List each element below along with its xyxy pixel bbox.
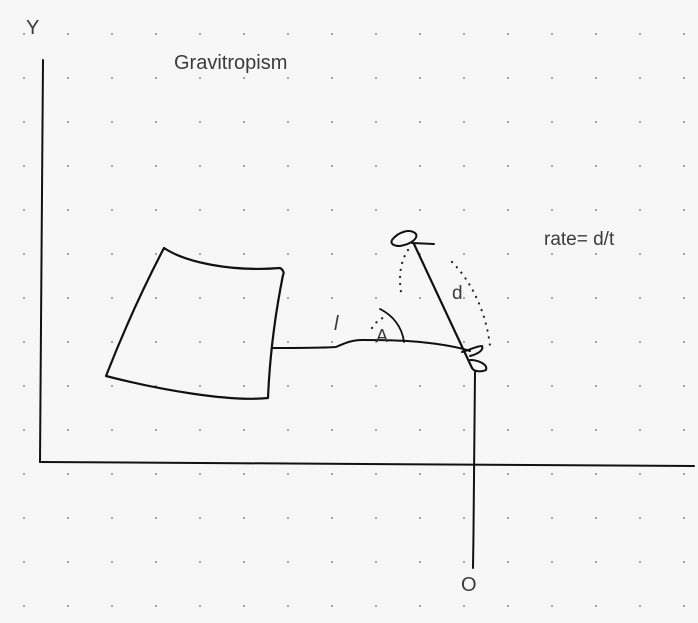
rate-formula-label: rate= d/t xyxy=(544,229,615,250)
diagram-title: Gravitropism xyxy=(174,52,288,74)
displacement-line-d xyxy=(412,242,474,370)
vertical-line-to-o xyxy=(472,371,476,569)
trajectory-dotted-left xyxy=(398,248,410,300)
displacement-d-label: d xyxy=(452,283,463,304)
angle-arc xyxy=(379,308,405,343)
angle-dotted-arc xyxy=(370,316,386,330)
lower-tip-shape xyxy=(461,345,488,373)
origin-o-label: O xyxy=(461,574,477,596)
stem-line-l xyxy=(271,339,471,352)
x-axis-line xyxy=(39,461,695,467)
trajectory-dotted-right xyxy=(450,260,492,348)
angle-a-label: A xyxy=(376,326,389,346)
plant-body-shape xyxy=(104,246,285,400)
length-l-label: l xyxy=(334,313,339,335)
y-axis-line xyxy=(39,59,44,463)
y-axis-label: Y xyxy=(26,17,40,39)
upper-tip-shape xyxy=(390,230,435,247)
